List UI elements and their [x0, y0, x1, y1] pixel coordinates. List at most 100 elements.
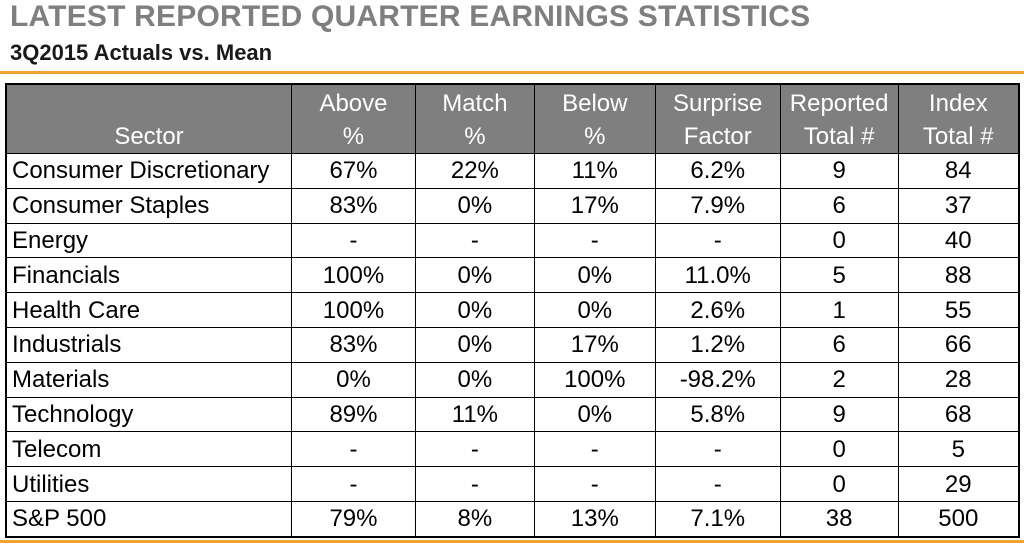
table-row: Financials 100% 0% 0% 11.0% 5 88: [5, 257, 1020, 294]
below-cell: 11%: [533, 153, 656, 189]
above-cell: 100%: [291, 257, 416, 294]
reported-total-cell: 9: [779, 153, 899, 189]
table-row: Energy - - - -0 40: [5, 222, 1020, 259]
reported-total-cell: 9: [779, 396, 899, 433]
column-header-sector: Sector: [5, 83, 292, 154]
index-total-cell: 29: [897, 466, 1020, 502]
above-cell: 0%: [291, 361, 416, 398]
match-cell: -: [414, 466, 535, 502]
index-total-cell: 37: [897, 187, 1020, 224]
surprise-factor-cell: 7.9%: [654, 187, 781, 224]
below-cell: 0%: [533, 292, 656, 328]
match-cell: 11%: [414, 396, 535, 433]
sector-cell: Health Care: [5, 292, 292, 328]
index-total-cell: 66: [897, 326, 1020, 363]
surprise-factor-cell: 5.8%: [654, 396, 781, 433]
sector-cell: Financials: [5, 257, 292, 294]
above-cell: 79%: [291, 500, 416, 538]
column-header-line2: Factor: [683, 123, 752, 150]
surprise-factor-cell: 1.2%: [654, 326, 781, 363]
table-row: Utilities - - - -0 29: [5, 466, 1020, 502]
match-cell: 8%: [414, 500, 535, 538]
below-cell: 100%: [533, 361, 656, 398]
sector-cell: Industrials: [5, 326, 292, 363]
index-total-cell: 28: [897, 361, 1020, 398]
reported-total-cell: 2: [779, 361, 899, 398]
match-cell: -: [414, 431, 535, 468]
sector-cell: Consumer Staples: [5, 187, 292, 224]
table-row: Telecom - - - -0 5: [5, 431, 1020, 468]
above-cell: -: [291, 466, 416, 502]
earnings-table: Sector Above % Match % Below % Surprise …: [5, 83, 1020, 538]
surprise-factor-cell: -: [654, 431, 781, 468]
reported-total-cell: 0: [779, 431, 899, 468]
bottom-divider: [0, 540, 1024, 543]
column-header-line1: Match: [442, 90, 508, 117]
index-total-cell: 88: [897, 257, 1020, 294]
sector-cell: Technology: [5, 396, 292, 433]
column-header-line2: %: [584, 123, 606, 150]
index-total-cell: 40: [897, 222, 1020, 259]
column-header-reported-total: Reported Total #: [779, 83, 899, 154]
sector-cell: Materials: [5, 361, 292, 398]
column-header-index-total: Index Total #: [897, 83, 1020, 154]
match-cell: 0%: [414, 187, 535, 224]
surprise-factor-cell: -98.2%: [654, 361, 781, 398]
above-cell: 83%: [291, 187, 416, 224]
table-row: Industrials 83% 0% 17% 1.2% 6 66: [5, 326, 1020, 363]
sector-cell: Energy: [5, 222, 292, 259]
sector-cell: Consumer Discretionary: [5, 153, 292, 189]
index-total-cell: 84: [897, 153, 1020, 189]
match-cell: 22%: [414, 153, 535, 189]
below-cell: -: [533, 466, 656, 502]
column-header-line1: Below: [562, 90, 628, 117]
below-cell: -: [533, 431, 656, 468]
match-cell: 0%: [414, 326, 535, 363]
reported-total-cell: 6: [779, 326, 899, 363]
above-cell: -: [291, 431, 416, 468]
above-cell: 89%: [291, 396, 416, 433]
surprise-factor-cell: 6.2%: [654, 153, 781, 189]
below-cell: 0%: [533, 396, 656, 433]
column-header-line2: %: [464, 123, 486, 150]
sector-cell: Telecom: [5, 431, 292, 468]
reported-total-cell: 0: [779, 222, 899, 259]
above-cell: 83%: [291, 326, 416, 363]
reported-total-cell: 0: [779, 466, 899, 502]
page-title: LATEST REPORTED QUARTER EARNINGS STATIST…: [10, 0, 811, 33]
column-header-match: Match %: [414, 83, 535, 154]
sector-cell: S&P 500: [5, 500, 292, 538]
reported-total-cell: 38: [779, 500, 899, 538]
column-header-line2: Total #: [922, 123, 994, 150]
surprise-factor-cell: -: [654, 466, 781, 502]
below-cell: 17%: [533, 326, 656, 363]
column-header-line1: Surprise: [673, 90, 763, 117]
column-header-below: Below %: [533, 83, 656, 154]
column-header-above: Above %: [291, 83, 416, 154]
below-cell: 13%: [533, 500, 656, 538]
table-row: Health Care 100% 0% 0% 2.6% 1 55: [5, 292, 1020, 328]
match-cell: 0%: [414, 361, 535, 398]
index-total-cell: 68: [897, 396, 1020, 433]
top-divider: [0, 71, 1024, 74]
column-header-line2: Sector: [114, 123, 184, 150]
match-cell: -: [414, 222, 535, 259]
column-header-surprise-factor: Surprise Factor: [654, 83, 781, 154]
surprise-factor-cell: 11.0%: [654, 257, 781, 294]
table-body: Consumer Discretionary 67% 22% 11% 6.2% 9 84 Co…: [5, 153, 1020, 538]
table-row: Technology 89% 11% 0% 5.8% 9 68: [5, 396, 1020, 433]
below-cell: -: [533, 222, 656, 259]
reported-total-cell: 1: [779, 292, 899, 328]
sector-cell: Utilities: [5, 466, 292, 502]
index-total-cell: 5: [897, 431, 1020, 468]
table-row: Consumer Discretionary 67% 22% 11% 6.2% 9 84: [5, 153, 1020, 189]
surprise-factor-cell: 2.6%: [654, 292, 781, 328]
table-row: Consumer Staples 83% 0% 17% 7.9% 6 37: [5, 187, 1020, 224]
page-subtitle: 3Q2015 Actuals vs. Mean: [10, 40, 273, 65]
above-cell: -: [291, 222, 416, 259]
index-total-cell: 55: [897, 292, 1020, 328]
index-total-cell: 500: [897, 500, 1020, 538]
column-header-line1: Index: [928, 90, 988, 117]
column-header-line1: Reported: [789, 90, 889, 117]
surprise-factor-cell: -: [654, 222, 781, 259]
